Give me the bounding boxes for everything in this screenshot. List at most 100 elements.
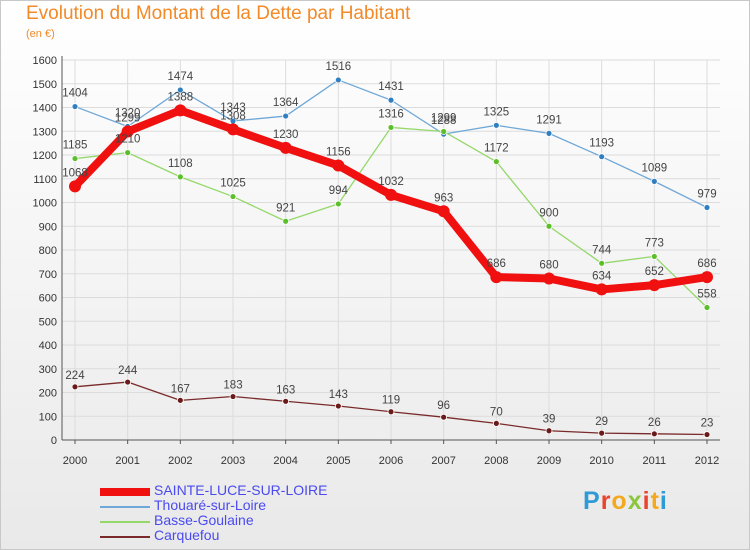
data-point — [490, 271, 503, 284]
y-tick-label: 900 — [39, 221, 57, 233]
data-label: 1325 — [484, 106, 510, 118]
y-tick-label: 400 — [39, 340, 57, 352]
data-label: 1474 — [168, 71, 194, 83]
data-label: 1230 — [273, 129, 299, 141]
data-label: 26 — [648, 417, 661, 429]
data-label: 183 — [223, 380, 242, 392]
data-point — [71, 383, 79, 391]
data-labels: 1404 1320 1474 1343 1364 1516 1431 1288 1325 1291… — [62, 61, 716, 430]
data-point — [701, 271, 713, 284]
x-tick-label: 2000 — [63, 455, 87, 467]
data-point — [648, 279, 661, 292]
data-point — [492, 121, 500, 129]
data-point — [279, 141, 292, 154]
x-tick-label: 2008 — [484, 455, 508, 467]
data-point — [176, 396, 184, 404]
data-point — [437, 205, 450, 218]
data-label: 1089 — [642, 162, 668, 174]
legend-label: Carquefou — [154, 527, 220, 543]
legend-label: Thouaré-sur-Loire — [154, 497, 267, 513]
data-point — [282, 217, 290, 225]
data-label: 1068 — [62, 167, 88, 179]
data-label: 1172 — [484, 143, 509, 155]
data-point — [385, 188, 397, 201]
legend-swatch — [100, 521, 150, 523]
x-tick-label: 2002 — [168, 455, 192, 467]
data-label: 119 — [382, 395, 400, 407]
data-label: 1320 — [115, 108, 141, 120]
data-label: 686 — [487, 258, 506, 270]
data-label: 1193 — [589, 138, 614, 150]
data-point — [282, 112, 290, 120]
data-point — [121, 125, 134, 138]
data-point — [71, 103, 79, 110]
data-point — [387, 124, 395, 131]
data-point — [703, 431, 711, 438]
y-tick-label: 1200 — [33, 150, 57, 162]
data-point — [492, 419, 500, 427]
x-tick-label: 2012 — [695, 455, 719, 467]
data-label: 1431 — [378, 81, 404, 93]
data-point — [650, 253, 658, 260]
data-point — [650, 430, 658, 438]
data-label: 1032 — [378, 176, 404, 188]
data-label: 1404 — [62, 88, 88, 100]
data-point — [229, 393, 237, 400]
data-label: 1343 — [220, 102, 246, 114]
data-point — [703, 304, 711, 311]
data-point — [440, 128, 448, 135]
data-label: 70 — [490, 406, 503, 418]
y-tick-label: 1500 — [33, 79, 57, 91]
data-label: 1308 — [220, 110, 246, 122]
series-group — [69, 76, 713, 438]
data-label: 163 — [276, 384, 295, 396]
x-tick-label: 2010 — [589, 455, 613, 467]
data-label: 1025 — [220, 178, 246, 190]
data-label: 1108 — [168, 158, 193, 170]
data-point — [545, 129, 553, 137]
y-tick-label: 700 — [39, 269, 57, 281]
legend-label: Basse-Goulaine — [154, 512, 254, 528]
data-label: 1291 — [536, 114, 562, 126]
proxiti-logo: Proxiti — [583, 487, 668, 515]
data-label: 1299 — [431, 112, 457, 124]
data-label: 1388 — [168, 91, 194, 103]
y-tick-label: 1000 — [33, 198, 57, 210]
data-point — [334, 200, 342, 208]
data-point — [332, 159, 345, 172]
x-tick-label: 2003 — [221, 455, 245, 467]
data-label: 773 — [645, 237, 664, 249]
y-tick-label: 0 — [51, 435, 57, 447]
data-point — [703, 204, 711, 211]
data-point — [650, 177, 658, 185]
data-point — [227, 123, 239, 136]
data-label: 1364 — [273, 97, 299, 109]
legend-label: SAINTE-LUCE-SUR-LOIRE — [154, 482, 328, 498]
data-label: 39 — [543, 414, 556, 426]
data-label: 29 — [595, 416, 608, 428]
legend-swatch — [100, 506, 150, 508]
x-tick-label: 2006 — [379, 455, 403, 467]
data-point — [545, 427, 553, 435]
x-tick-label: 2009 — [537, 455, 561, 467]
chart-unit: (en €) — [26, 28, 55, 40]
y-tick-label: 100 — [39, 411, 57, 423]
data-label: 167 — [171, 383, 190, 395]
data-label: 1185 — [63, 140, 88, 152]
data-point — [595, 283, 608, 296]
legend-swatch — [100, 536, 150, 538]
data-label: 994 — [329, 185, 349, 197]
data-point — [69, 180, 81, 193]
data-point — [598, 259, 606, 267]
data-label: 244 — [118, 365, 138, 377]
data-label: 1210 — [115, 134, 141, 146]
data-point — [598, 153, 606, 161]
data-point — [440, 413, 448, 421]
data-point — [124, 149, 132, 157]
data-label: 224 — [65, 370, 85, 382]
data-point — [176, 86, 184, 94]
y-tick-label: 1100 — [33, 174, 57, 186]
data-label: 963 — [434, 192, 453, 204]
data-label: 1316 — [378, 108, 404, 120]
